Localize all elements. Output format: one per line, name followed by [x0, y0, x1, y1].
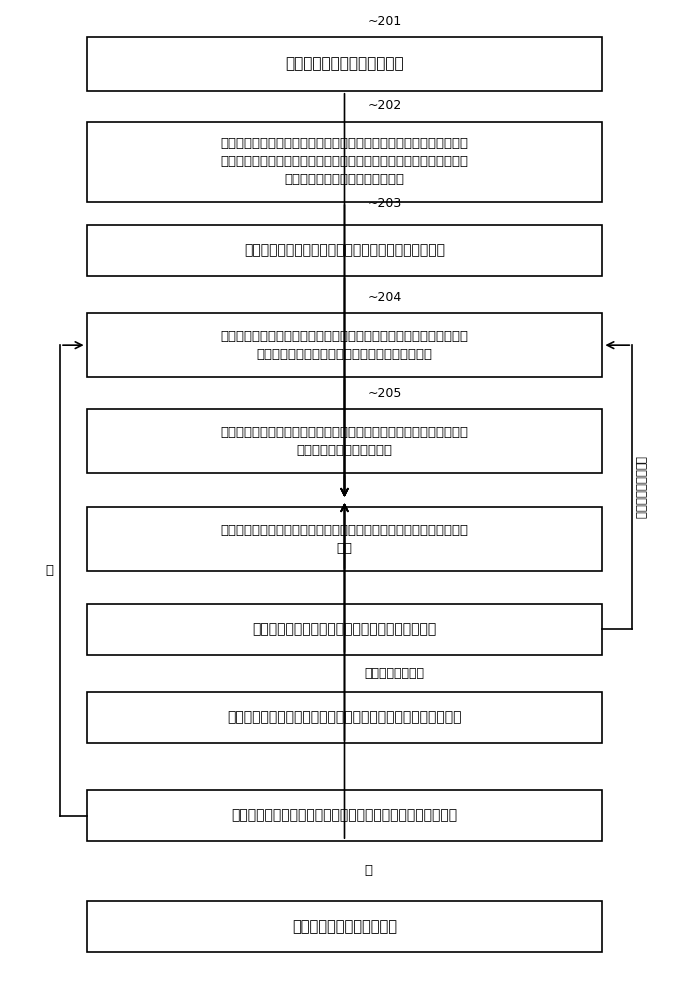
Text: 将监控数据的内容与确定的异常判定条件进行比较: 将监控数据的内容与确定的异常判定条件进行比较 — [252, 622, 437, 636]
Text: 针对采集到的监控数据，确定该监控数据的属性信息所对应的异常判定
条件: 针对采集到的监控数据，确定该监控数据的属性信息所对应的异常判定 条件 — [220, 524, 469, 555]
Text: ~204: ~204 — [368, 291, 402, 304]
Bar — [87, 692, 602, 743]
Text: ~202: ~202 — [368, 99, 402, 112]
Bar — [87, 901, 602, 952]
Text: ~201: ~201 — [368, 15, 402, 28]
Bar — [87, 409, 602, 473]
Text: 满足异常判定条件: 满足异常判定条件 — [364, 667, 424, 680]
Bar — [87, 37, 602, 91]
Text: 不满足异常判定条件: 不满足异常判定条件 — [634, 456, 647, 519]
Text: 监控设备接收信息发布平台发送的创建触发消息，并确定待发布信息在
发布过程中产生监控数据的至少一台后台服务器，所述创建触发消息中
携带为所述待发布信息分配的标识: 监控设备接收信息发布平台发送的创建触发消息，并确定待发布信息在 发布过程中产生监… — [220, 137, 469, 186]
Text: ~203: ~203 — [368, 197, 402, 210]
Text: 在信息的发布期结束前，监控设备利用发布信息的标识，从确定的后台
服务器中采集该信息在发布过程中产生的监控数据: 在信息的发布期结束前，监控设备利用发布信息的标识，从确定的后台 服务器中采集该信… — [220, 330, 469, 361]
Bar — [87, 313, 602, 377]
Text: 是: 是 — [364, 864, 372, 877]
Bar — [87, 122, 602, 202]
Bar — [87, 790, 602, 841]
Text: 确认该监控数据为异常，进而确定信息在发布过程中出现了异常: 确认该监控数据为异常，进而确定信息在发布过程中出现了异常 — [227, 711, 462, 725]
Bar — [87, 225, 602, 276]
Text: 监控设备利用预设的异常判定条件，对采集的监控数据进行监控，确定
信息在发布过程出现的异常: 监控设备利用预设的异常判定条件，对采集的监控数据进行监控，确定 信息在发布过程出… — [220, 426, 469, 457]
Text: 信息发布平台创建待发布信息: 信息发布平台创建待发布信息 — [285, 56, 404, 71]
Text: 判断满足异常判定条件的监控数据是否还满足预设的停止条件: 判断满足异常判定条件的监控数据是否还满足预设的停止条件 — [232, 809, 457, 823]
Text: 监控设备确定后台服务器所产生的监控数据的属性信息: 监控设备确定后台服务器所产生的监控数据的属性信息 — [244, 243, 445, 257]
Bar — [87, 507, 602, 571]
Text: 否: 否 — [45, 564, 54, 577]
Bar — [87, 604, 602, 655]
Text: ~205: ~205 — [368, 387, 402, 400]
Text: 确定所述信息的发布期结束: 确定所述信息的发布期结束 — [292, 919, 397, 934]
